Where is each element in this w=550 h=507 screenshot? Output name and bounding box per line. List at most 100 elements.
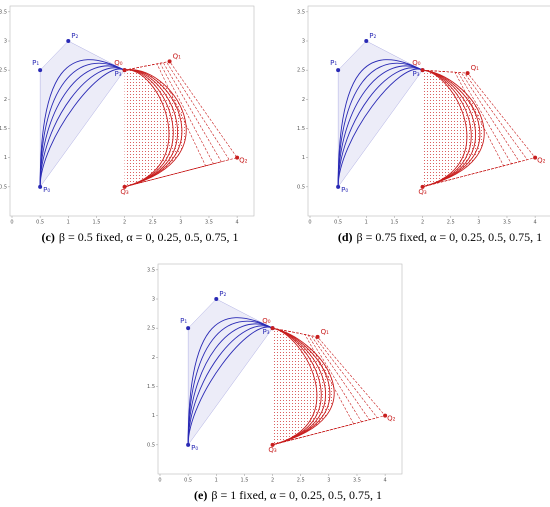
point-label: P₁ <box>330 59 337 67</box>
y-tick-label: 3.5 <box>297 9 305 15</box>
curve <box>272 327 318 446</box>
dashed-hull <box>124 63 207 188</box>
y-tick-label: 3.5 <box>0 9 7 15</box>
x-tick-label: 2 <box>421 220 424 226</box>
x-tick-label: 1.5 <box>92 220 100 226</box>
caption: (e) β = 1 fixed, α = 0, 0.25, 0.5, 0.75, … <box>194 488 382 502</box>
point-label: P₀ <box>341 186 348 194</box>
x-tick-label: 1 <box>365 220 368 226</box>
x-tick-label: 2.5 <box>149 220 157 226</box>
curve <box>39 62 125 187</box>
point-label: P₃ <box>115 70 122 78</box>
dashed-hull <box>272 327 355 446</box>
point-label: Q₀ <box>114 59 123 67</box>
y-tick-label: 3.5 <box>147 267 155 273</box>
curve <box>337 59 423 187</box>
point-label: P₁ <box>32 59 39 67</box>
control-point <box>336 184 341 189</box>
curve <box>187 323 273 445</box>
dashed-hull <box>272 327 386 446</box>
control-point <box>270 326 275 331</box>
control-point <box>270 442 275 447</box>
caption-label: (e) <box>194 488 207 502</box>
x-tick-label: 3 <box>477 220 480 226</box>
control-hull <box>39 40 125 188</box>
curve <box>337 68 423 187</box>
curve <box>337 62 423 187</box>
control-hull <box>337 40 423 188</box>
point-label: P₂ <box>71 32 78 40</box>
point-label: Q₀ <box>412 59 421 67</box>
point-label: P₃ <box>263 328 270 336</box>
control-point <box>420 68 425 73</box>
caption: (c) β = 0.5 fixed, α = 0, 0.25, 0.5, 0.75… <box>42 230 239 244</box>
x-tick-label: 0.5 <box>334 220 342 226</box>
curve <box>39 67 125 187</box>
plot-frame <box>157 263 403 475</box>
control-point <box>336 68 341 73</box>
curve <box>422 69 476 188</box>
x-tick-label: 3.5 <box>353 478 361 484</box>
curve <box>422 69 472 188</box>
x-tick-label: 3 <box>179 220 182 226</box>
point-label: Q₂ <box>239 157 248 165</box>
curve <box>337 67 423 187</box>
plot-frame <box>307 5 550 217</box>
curve <box>39 68 125 187</box>
subplot: 0 0.5 1 1.5 2 2.5 3 3.5 4 0.5 1 1.5 2 2.5 3 3.5 P₀ P₁ P₂ P₃… <box>0 5 255 244</box>
x-tick-label: 1.5 <box>240 478 248 484</box>
control-point <box>315 334 320 339</box>
point-label: Q₁ <box>173 52 182 60</box>
point-label: Q₂ <box>537 157 546 165</box>
curve <box>187 325 273 445</box>
dotted-region <box>124 69 187 187</box>
y-tick-label: 2.5 <box>297 68 305 74</box>
y-tick-label: 0.5 <box>297 184 305 190</box>
curve <box>422 69 468 188</box>
control-point <box>186 326 191 331</box>
control-point <box>420 184 425 189</box>
caption-label: (d) <box>338 230 353 244</box>
point-label: P₂ <box>369 32 376 40</box>
x-tick-label: 0 <box>158 478 161 484</box>
y-tick-label: 1 <box>4 155 7 161</box>
point-label: P₁ <box>180 317 187 325</box>
y-tick-label: 2 <box>302 97 305 103</box>
control-point <box>235 155 240 160</box>
point-label: Q₁ <box>471 64 480 72</box>
x-tick-label: 1 <box>215 478 218 484</box>
control-point <box>533 155 538 160</box>
x-tick-label: 0.5 <box>36 220 44 226</box>
caption-text: β = 0.5 fixed, α = 0, 0.25, 0.5, 0.75, 1 <box>59 230 239 244</box>
subplot: 0 0.5 1 1.5 2 2.5 3 3.5 4 0.5 1 1.5 2 2.5 3 3.5 P₀ P₁ P₂ P₃… <box>297 5 550 244</box>
control-point <box>214 297 219 301</box>
subplot: 0 0.5 1 1.5 2 2.5 3 3.5 4 0.5 1 1.5 2 2.5 3 3.5 P₀ P₁ P₂ P₃… <box>147 263 403 502</box>
point-label: P₂ <box>219 290 226 298</box>
x-tick-label: 2.5 <box>447 220 455 226</box>
curve <box>39 59 125 187</box>
control-point <box>465 71 470 76</box>
control-point <box>38 68 43 73</box>
y-tick-label: 3 <box>152 297 155 303</box>
point-label: Q₃ <box>268 446 277 454</box>
curve <box>124 69 178 188</box>
y-tick-label: 1.5 <box>297 126 305 132</box>
y-tick-label: 2.5 <box>147 326 155 332</box>
x-tick-label: 1 <box>67 220 70 226</box>
x-tick-label: 2 <box>123 220 126 226</box>
x-tick-label: 3.5 <box>503 220 511 226</box>
point-label: Q₃ <box>120 188 129 196</box>
point-label: P₃ <box>413 70 420 78</box>
curve <box>272 327 326 446</box>
y-tick-label: 0.5 <box>147 442 155 448</box>
y-tick-label: 2.5 <box>0 68 7 74</box>
curve <box>187 326 273 445</box>
curve <box>124 69 183 188</box>
x-tick-label: 4 <box>236 220 239 226</box>
curve <box>337 65 423 187</box>
y-tick-label: 2 <box>4 97 7 103</box>
curve <box>124 69 174 188</box>
control-point <box>167 59 172 64</box>
x-tick-label: 0 <box>308 220 311 226</box>
